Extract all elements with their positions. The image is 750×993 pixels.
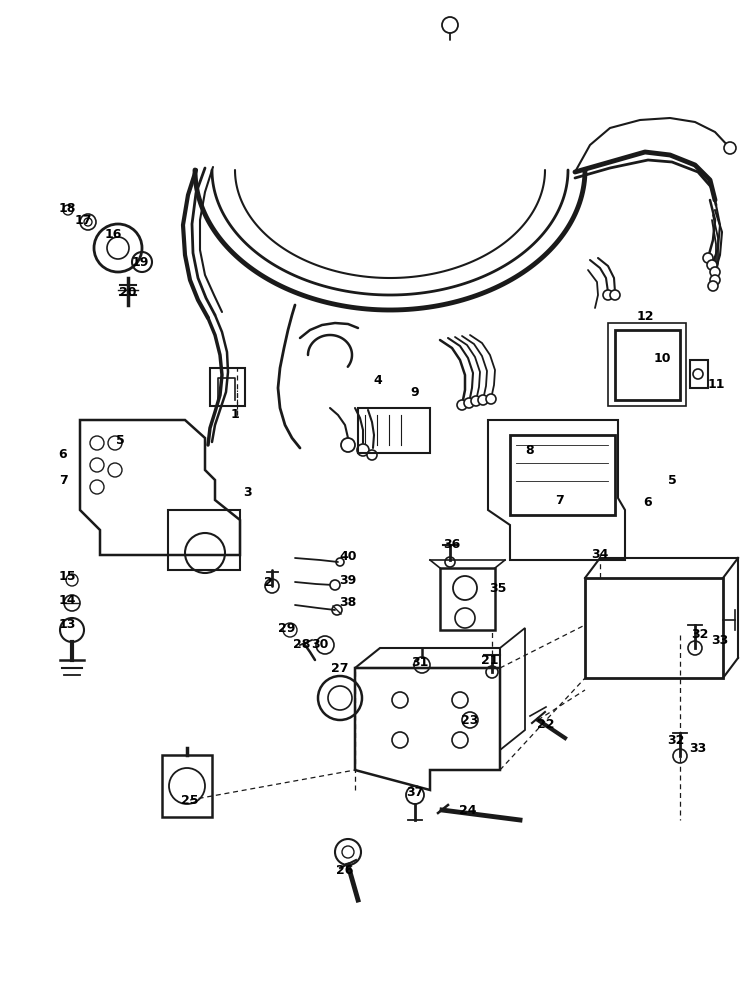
Text: 25: 25 — [182, 793, 199, 806]
Text: 1: 1 — [231, 408, 239, 421]
Text: 36: 36 — [443, 538, 460, 551]
Circle shape — [357, 444, 369, 456]
Circle shape — [710, 275, 720, 285]
Bar — [168, 510, 240, 570]
Text: 6: 6 — [58, 449, 68, 462]
Text: 14: 14 — [58, 594, 76, 607]
Bar — [162, 755, 212, 817]
Circle shape — [610, 290, 620, 300]
Circle shape — [341, 438, 355, 452]
Circle shape — [478, 395, 488, 405]
Circle shape — [442, 17, 458, 33]
Text: 33: 33 — [689, 742, 706, 755]
Text: 7: 7 — [58, 474, 68, 487]
Circle shape — [367, 450, 377, 460]
Text: 2: 2 — [264, 577, 272, 590]
Text: 3: 3 — [243, 486, 251, 498]
Circle shape — [457, 400, 467, 410]
Text: 23: 23 — [461, 714, 478, 727]
Bar — [690, 360, 708, 388]
Text: 39: 39 — [339, 574, 357, 587]
Text: 12: 12 — [636, 310, 654, 323]
Text: 8: 8 — [526, 444, 534, 457]
Circle shape — [603, 290, 613, 300]
Text: 22: 22 — [537, 719, 555, 732]
Text: 30: 30 — [311, 638, 328, 651]
Circle shape — [471, 396, 481, 406]
Text: 32: 32 — [692, 629, 709, 641]
Text: 31: 31 — [411, 656, 429, 669]
Circle shape — [464, 398, 474, 408]
Text: 29: 29 — [278, 622, 296, 635]
Bar — [615, 330, 680, 400]
Text: 18: 18 — [58, 202, 76, 214]
Bar — [440, 568, 495, 630]
Text: 17: 17 — [74, 213, 92, 226]
Text: 10: 10 — [653, 352, 670, 364]
Text: 9: 9 — [411, 386, 419, 399]
Circle shape — [703, 253, 713, 263]
Bar — [585, 578, 723, 678]
Text: 40: 40 — [339, 549, 357, 562]
Text: 32: 32 — [668, 734, 685, 747]
Circle shape — [724, 142, 736, 154]
Text: 5: 5 — [116, 434, 124, 447]
Text: 11: 11 — [707, 378, 724, 391]
Circle shape — [708, 281, 718, 291]
Text: 38: 38 — [339, 596, 357, 609]
Text: 16: 16 — [104, 228, 122, 241]
Text: 6: 6 — [644, 496, 652, 509]
Text: 13: 13 — [58, 619, 76, 632]
Bar — [608, 323, 686, 406]
Circle shape — [330, 580, 340, 590]
Circle shape — [710, 267, 720, 277]
Text: 35: 35 — [489, 582, 507, 595]
Bar — [510, 435, 615, 515]
Bar — [358, 408, 430, 453]
Circle shape — [707, 260, 717, 270]
Text: 34: 34 — [591, 548, 609, 561]
Text: 19: 19 — [131, 255, 148, 268]
Text: 5: 5 — [668, 474, 676, 487]
Text: 4: 4 — [374, 373, 382, 386]
Text: 37: 37 — [406, 785, 424, 798]
Text: 26: 26 — [336, 864, 354, 877]
Bar — [210, 368, 245, 406]
Text: 33: 33 — [711, 634, 728, 646]
Circle shape — [486, 394, 496, 404]
Text: 15: 15 — [58, 571, 76, 584]
Text: 24: 24 — [459, 803, 477, 816]
Text: 28: 28 — [293, 638, 310, 651]
Text: 7: 7 — [556, 494, 564, 506]
Text: 21: 21 — [482, 653, 499, 666]
Text: 20: 20 — [119, 287, 136, 300]
Text: 27: 27 — [332, 661, 349, 674]
